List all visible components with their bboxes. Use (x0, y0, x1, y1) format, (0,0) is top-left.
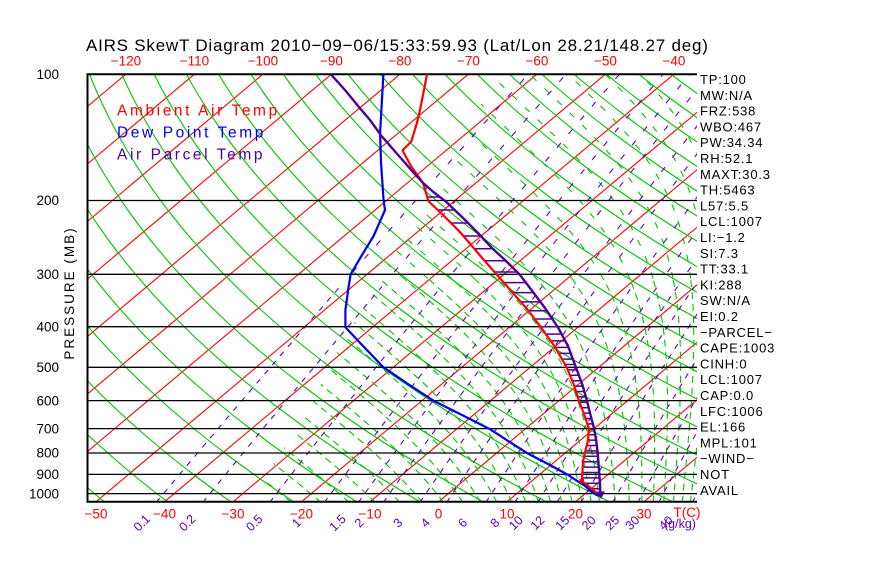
svg-text:Ambient Air Temp: Ambient Air Temp (117, 103, 280, 120)
svg-text:700: 700 (36, 421, 59, 436)
svg-text:−10: −10 (359, 507, 382, 522)
svg-text:KI:288: KI:288 (700, 277, 742, 292)
svg-text:500: 500 (36, 360, 59, 375)
svg-text:0: 0 (435, 507, 443, 522)
svg-text:−70: −70 (457, 54, 480, 69)
svg-text:−50: −50 (85, 507, 108, 522)
svg-text:RH:52.1: RH:52.1 (700, 151, 753, 166)
svg-text:−120: −120 (111, 54, 141, 69)
svg-text:−80: −80 (388, 54, 411, 69)
svg-text:−50: −50 (594, 54, 617, 69)
svg-text:(g/kg): (g/kg) (664, 517, 696, 531)
svg-text:PRESSURE (MB): PRESSURE (MB) (62, 226, 77, 359)
svg-text:CINH:0: CINH:0 (700, 356, 747, 371)
svg-text:FRZ:538: FRZ:538 (700, 104, 756, 119)
svg-text:600: 600 (36, 393, 59, 408)
svg-text:Air Parcel Temp: Air Parcel Temp (117, 147, 265, 164)
svg-text:CAP:0.0: CAP:0.0 (700, 388, 754, 403)
svg-text:EI:0.2: EI:0.2 (700, 309, 739, 324)
svg-text:SW:N/A: SW:N/A (700, 293, 751, 308)
svg-text:−40: −40 (153, 507, 176, 522)
svg-text:−60: −60 (525, 54, 548, 69)
svg-text:Dew Point Temp: Dew Point Temp (117, 125, 266, 142)
svg-text:LI:−1.2: LI:−1.2 (700, 230, 746, 245)
svg-text:TH:5463: TH:5463 (700, 183, 755, 198)
svg-text:TT:33.1: TT:33.1 (700, 262, 749, 277)
svg-text:PW:34.34: PW:34.34 (700, 135, 763, 150)
svg-text:−20: −20 (290, 507, 313, 522)
svg-text:L57:5.5: L57:5.5 (700, 198, 749, 213)
svg-text:CAPE:1003: CAPE:1003 (700, 341, 775, 356)
svg-text:WBO:467: WBO:467 (700, 119, 762, 134)
svg-text:NOT: NOT (700, 467, 730, 482)
svg-text:LFC:1006: LFC:1006 (700, 404, 764, 419)
svg-text:−PARCEL−: −PARCEL− (700, 325, 773, 340)
svg-text:30: 30 (636, 507, 651, 522)
svg-text:200: 200 (36, 193, 59, 208)
svg-text:LCL:1007: LCL:1007 (700, 214, 763, 229)
svg-text:1000: 1000 (29, 486, 59, 501)
svg-text:−30: −30 (222, 507, 245, 522)
svg-text:100: 100 (36, 67, 59, 82)
svg-text:10: 10 (499, 507, 514, 522)
svg-text:AIRS SkewT Diagram 2010−09−06/: AIRS SkewT Diagram 2010−09−06/15:33:59.9… (86, 36, 709, 55)
svg-text:400: 400 (36, 319, 59, 334)
svg-text:AVAIL: AVAIL (700, 483, 739, 498)
svg-text:800: 800 (36, 446, 59, 461)
svg-text:−90: −90 (320, 54, 343, 69)
svg-text:T(C): T(C) (674, 505, 701, 520)
svg-text:TP:100: TP:100 (700, 72, 747, 87)
svg-text:EL:166: EL:166 (700, 420, 746, 435)
svg-text:20: 20 (568, 507, 583, 522)
svg-text:−100: −100 (248, 54, 278, 69)
svg-text:300: 300 (36, 267, 59, 282)
svg-text:MAXT:30.3: MAXT:30.3 (700, 167, 771, 182)
svg-text:MW:N/A: MW:N/A (700, 88, 753, 103)
svg-text:LCL:1007: LCL:1007 (700, 372, 763, 387)
svg-text:−WIND−: −WIND− (700, 451, 755, 466)
svg-text:SI:7.3: SI:7.3 (700, 246, 739, 261)
svg-text:900: 900 (36, 467, 59, 482)
svg-text:−110: −110 (180, 54, 209, 69)
svg-text:MPL:101: MPL:101 (700, 435, 758, 450)
svg-text:−40: −40 (662, 54, 685, 69)
